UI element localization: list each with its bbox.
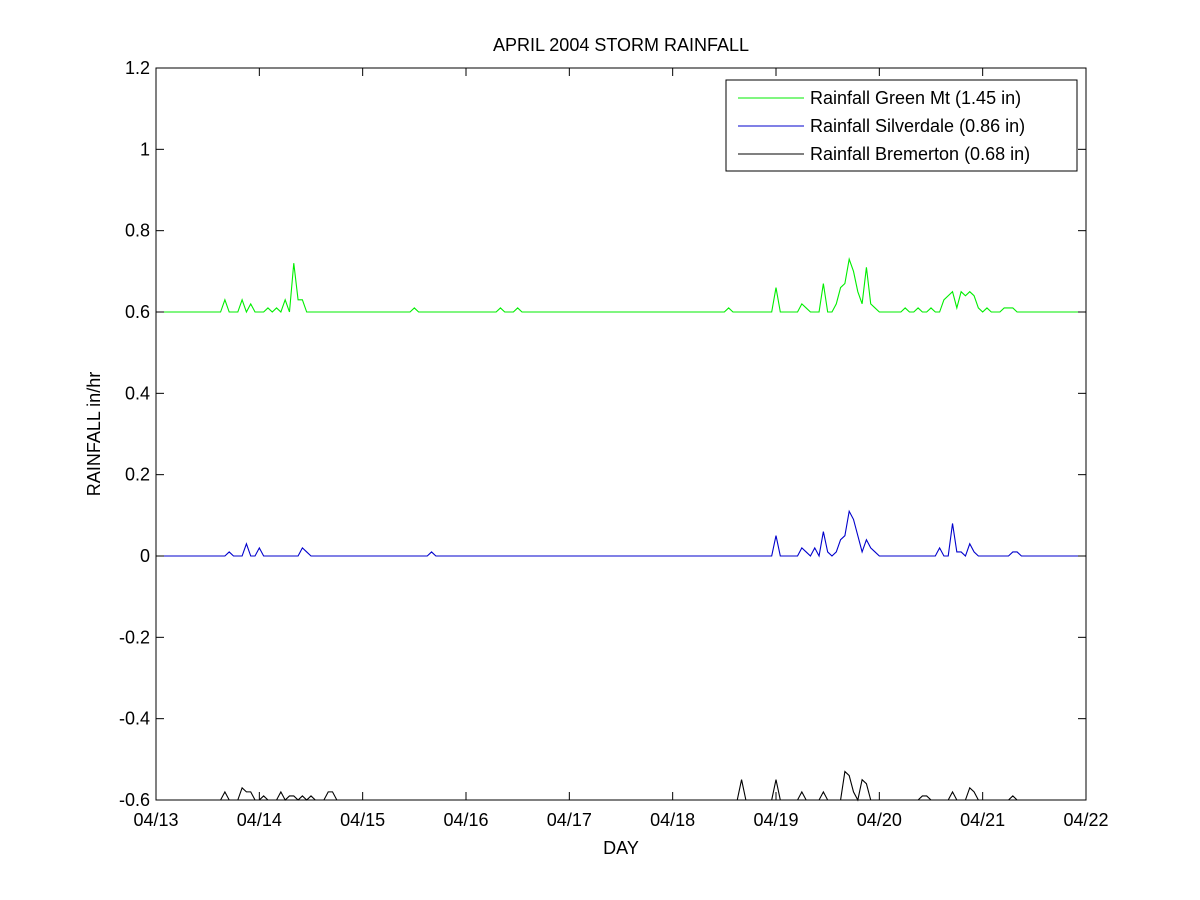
x-tick-label: 04/19 xyxy=(753,810,798,830)
x-tick-label: 04/18 xyxy=(650,810,695,830)
legend-label-3: Rainfall Bremerton (0.68 in) xyxy=(810,144,1030,164)
y-tick-label: 0.2 xyxy=(125,465,150,485)
x-tick-label: 04/15 xyxy=(340,810,385,830)
legend-label-1: Rainfall Green Mt (1.45 in) xyxy=(810,88,1021,108)
x-tick-label: 04/21 xyxy=(960,810,1005,830)
y-tick-label: 0.6 xyxy=(125,302,150,322)
x-tick-label: 04/22 xyxy=(1063,810,1108,830)
chart-title: APRIL 2004 STORM RAINFALL xyxy=(493,35,749,55)
legend-label-2: Rainfall Silverdale (0.86 in) xyxy=(810,116,1025,136)
y-tick-label: 0 xyxy=(140,546,150,566)
series-line-2 xyxy=(156,509,1086,558)
x-tick-label: 04/16 xyxy=(443,810,488,830)
plot-area xyxy=(156,68,1086,800)
y-tick-label: 0.4 xyxy=(125,383,150,403)
x-tick-label: 04/13 xyxy=(133,810,178,830)
y-tick-label: -0.4 xyxy=(119,709,150,729)
series-line-1 xyxy=(156,256,1086,314)
x-tick-label: 04/14 xyxy=(237,810,282,830)
legend: Rainfall Green Mt (1.45 in) Rainfall Silv… xyxy=(725,79,1078,172)
y-tick-label: -0.6 xyxy=(119,790,150,810)
axes-layer: 04/13 04/14 04/15 04/16 04/17 04/18 04/19 04/20… xyxy=(119,58,1109,830)
x-axis-label: DAY xyxy=(603,838,639,858)
y-axis-label: RAINFALL in/hr xyxy=(84,372,104,496)
y-tick-label: -0.2 xyxy=(119,627,150,647)
y-tick-label: 1 xyxy=(140,139,150,159)
x-tick-label: 04/20 xyxy=(857,810,902,830)
y-tick-label: 1.2 xyxy=(125,58,150,78)
x-tick-label: 04/17 xyxy=(547,810,592,830)
axes-frame xyxy=(155,67,1087,801)
y-tick-label: 0.8 xyxy=(125,221,150,241)
